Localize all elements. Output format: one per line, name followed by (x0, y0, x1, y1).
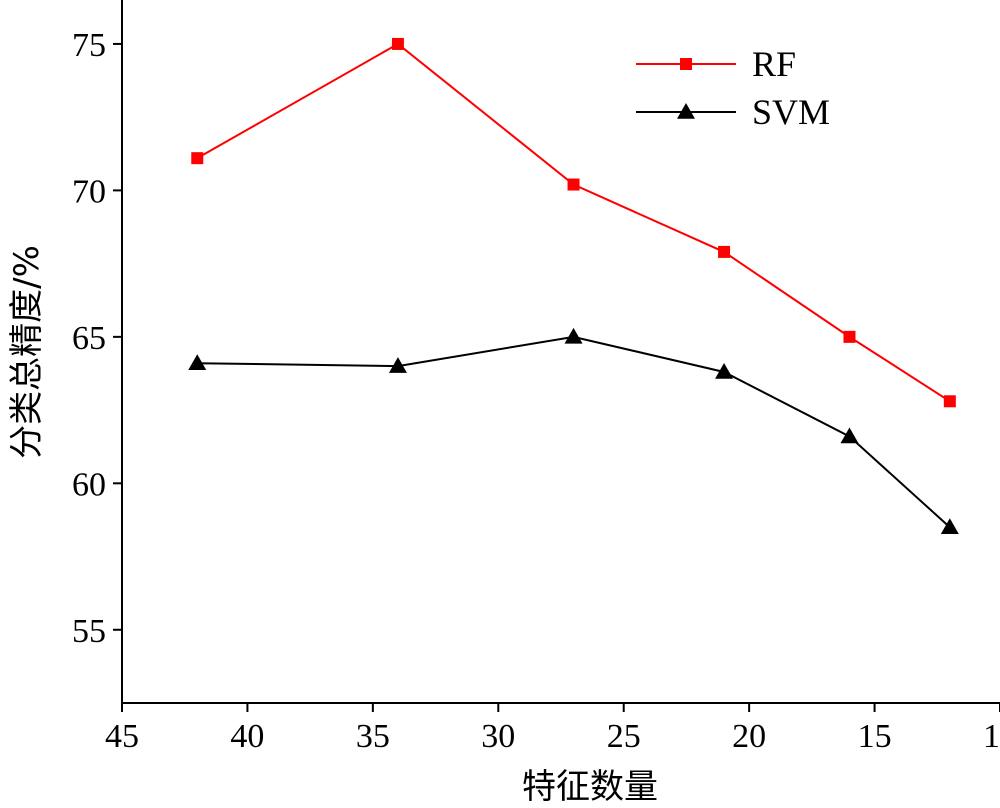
series-line-svm (197, 335, 951, 528)
data-point-svm-5 (940, 518, 959, 534)
data-point-svm-1 (388, 357, 407, 373)
data-point-svm-4 (840, 427, 859, 444)
data-point-rf-2 (567, 178, 580, 191)
data-point-svm-3 (715, 363, 734, 379)
data-point-rf-5 (943, 395, 956, 408)
data-point-svm-2 (564, 327, 583, 344)
y-tick-label-55: 55 (72, 613, 106, 650)
axes: 45 40 35 30 25 20 15 10 55 60 65 70 75 (72, 0, 1000, 755)
y-axis-title: 分类总精度/% (7, 245, 47, 459)
data-point-rf-4 (843, 330, 856, 343)
legend-label-rf: RF (752, 44, 796, 84)
x-tick-label-15: 15 (858, 718, 892, 755)
series-layer (188, 37, 959, 534)
y-tick-label-70: 70 (72, 173, 106, 210)
x-tick-label-10: 10 (983, 718, 1000, 755)
legend-item-svm: SVM (636, 92, 830, 132)
legend: RF SVM (636, 44, 830, 132)
data-point-rf-3 (718, 245, 731, 258)
series-rf (191, 37, 956, 408)
legend-marker-svm (677, 103, 695, 119)
data-point-rf-1 (391, 37, 404, 50)
x-tick-label-30: 30 (481, 718, 515, 755)
y-tick-label-65: 65 (72, 320, 106, 357)
x-tick-label-25: 25 (607, 718, 641, 755)
x-tick-label-20: 20 (732, 718, 766, 755)
series-line-rf (196, 42, 951, 403)
data-point-svm-0 (188, 354, 207, 370)
y-tick-label-75: 75 (72, 27, 106, 64)
x-axis-title: 特征数量 (522, 767, 658, 807)
data-point-rf-0 (191, 152, 204, 165)
legend-item-rf: RF (636, 44, 796, 84)
x-tick-label-35: 35 (356, 718, 390, 755)
series-svm (188, 327, 959, 534)
x-tick-label-45: 45 (105, 718, 139, 755)
legend-label-svm: SVM (752, 92, 830, 132)
legend-marker-rf (680, 58, 692, 70)
x-tick-label-40: 40 (230, 718, 264, 755)
y-tick-label-60: 60 (72, 466, 106, 503)
